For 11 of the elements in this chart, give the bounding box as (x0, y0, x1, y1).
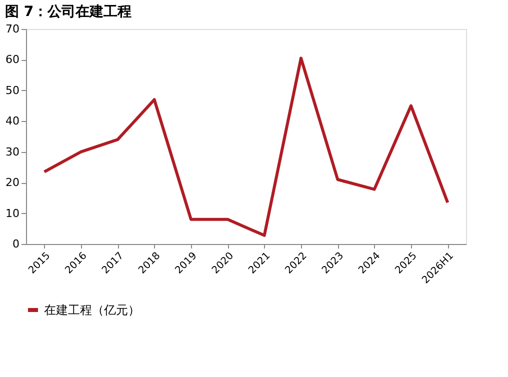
y-tick-label: 20 (6, 176, 20, 190)
chart-title: 图 7：公司在建工程 (5, 4, 132, 20)
y-tick-label: 0 (12, 238, 20, 250)
legend-label: 在建工程（亿元） (44, 303, 140, 317)
y-tick-label: 50 (6, 84, 20, 97)
y-tick-label: 10 (6, 206, 20, 220)
y-tick-label: 60 (6, 53, 20, 66)
y-tick-label: 70 (6, 22, 20, 36)
y-tick-label: 30 (6, 145, 20, 158)
line-series (42, 56, 450, 237)
y-tick-label: 40 (6, 114, 20, 128)
